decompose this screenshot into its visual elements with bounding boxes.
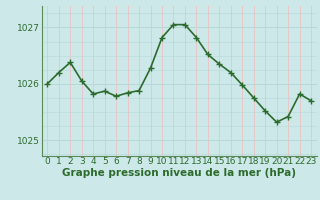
X-axis label: Graphe pression niveau de la mer (hPa): Graphe pression niveau de la mer (hPa) [62,168,296,178]
